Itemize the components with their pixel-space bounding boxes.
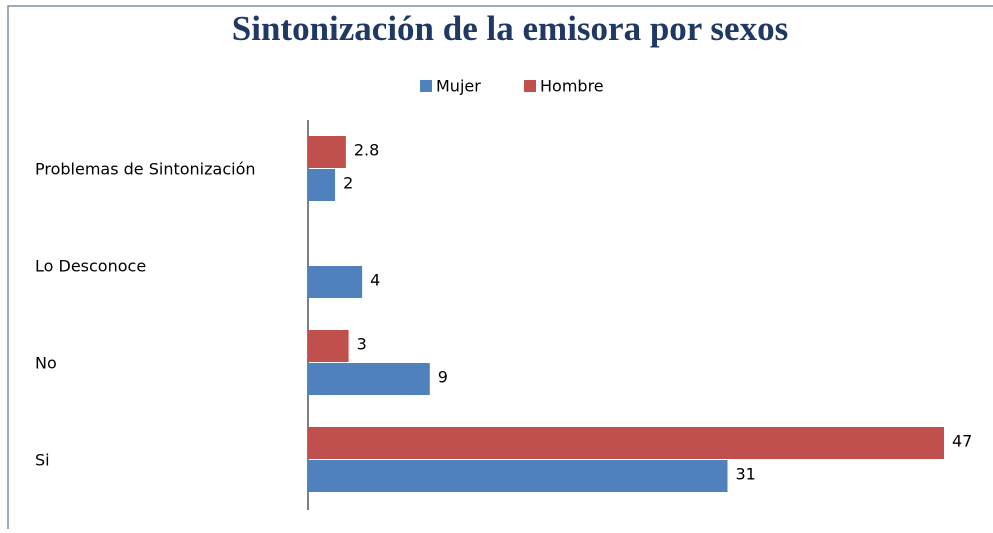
bar	[308, 169, 336, 201]
legend-label: Mujer	[436, 77, 481, 96]
bar	[308, 266, 363, 298]
data-label: 4	[370, 271, 380, 290]
chart-title: Sintonización de la emisora por sexos	[232, 9, 788, 48]
data-label: 3	[357, 335, 367, 354]
legend-swatch	[524, 80, 536, 92]
y-tick-label: Lo Desconoce	[35, 257, 146, 276]
bar	[308, 136, 346, 168]
data-label: 2	[343, 174, 353, 193]
bar	[308, 460, 728, 492]
data-label: 47	[952, 432, 972, 451]
y-tick-label: Si	[35, 451, 50, 470]
data-label: 2.8	[354, 141, 379, 160]
legend-swatch	[420, 80, 432, 92]
bar	[308, 427, 944, 459]
y-tick-label: Problemas de Sintonización	[35, 160, 256, 179]
bar	[308, 363, 430, 395]
bar	[308, 330, 349, 362]
data-label: 9	[438, 368, 448, 387]
y-tick-label: No	[35, 354, 57, 373]
data-label: 31	[735, 465, 755, 484]
legend-label: Hombre	[540, 77, 604, 96]
